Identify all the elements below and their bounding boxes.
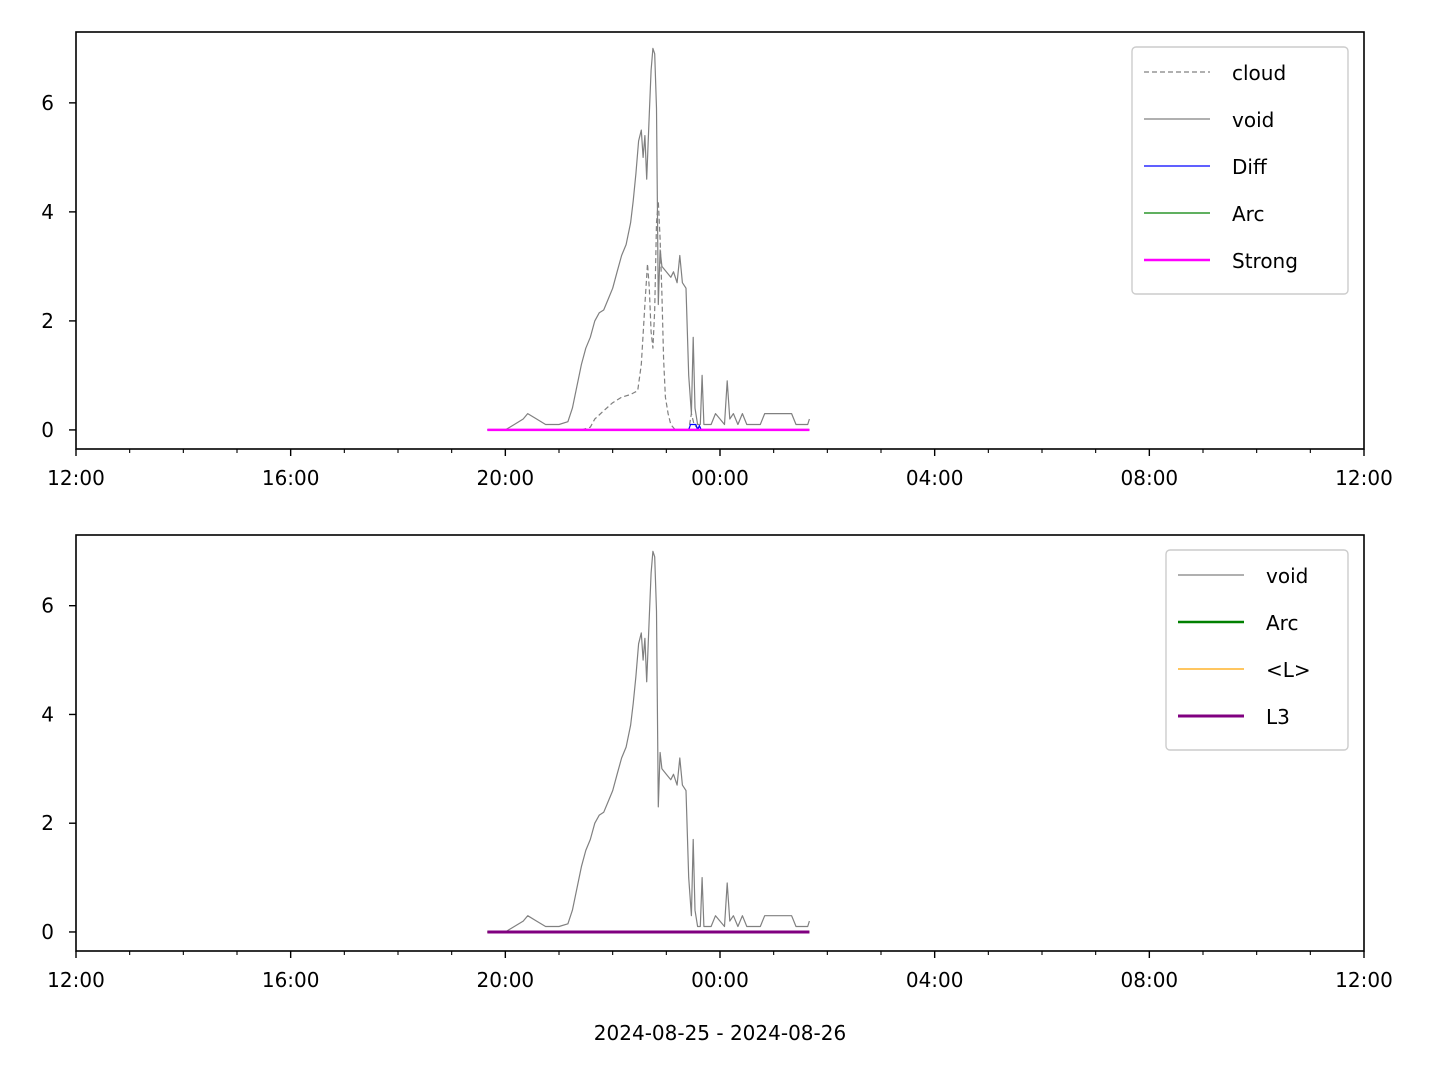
- top-panel: 0 2 4 6 12:00 16:00 20:00 00:00 04:00 08:00 12:00 c…: [41, 31, 1393, 490]
- y-tick-label: 6: [41, 594, 54, 618]
- legend-label: Arc: [1266, 611, 1298, 635]
- y-tick-label: 4: [41, 702, 54, 726]
- y-tick-label: 6: [41, 91, 54, 115]
- legend-box: [1131, 46, 1349, 295]
- x-tick-label: 20:00: [477, 968, 535, 992]
- bottom-panel: 0 2 4 6 12:00 16:00 20:00 00:00 04:00 08:00 12:00 v…: [41, 534, 1393, 992]
- x-tick-label: 08:00: [1121, 968, 1179, 992]
- legend-label: void: [1232, 108, 1274, 132]
- x-tick-label: 16:00: [262, 968, 320, 992]
- series-line-1: [487, 47, 810, 431]
- y-tick-label: 2: [41, 811, 54, 835]
- x-tick-label: 20:00: [477, 466, 535, 490]
- y-tick-label: 0: [41, 920, 54, 944]
- series-line-0: [487, 550, 810, 933]
- legend-label: <L>: [1266, 658, 1311, 682]
- x-tick-label: 12:00: [1335, 968, 1393, 992]
- legend: cloud void Diff Arc Strong: [1131, 46, 1349, 295]
- legend-label: L3: [1266, 705, 1290, 729]
- x-tick-label: 12:00: [47, 466, 105, 490]
- y-tick-label: 4: [41, 200, 54, 224]
- legend-label: cloud: [1232, 61, 1286, 85]
- y-tick-label: 0: [41, 418, 54, 442]
- legend-label: void: [1266, 564, 1308, 588]
- x-tick-label: 08:00: [1121, 466, 1179, 490]
- x-tick-label: 04:00: [906, 968, 964, 992]
- x-tick-label: 00:00: [691, 466, 749, 490]
- legend-box: [1165, 549, 1349, 751]
- legend-label: Arc: [1232, 202, 1264, 226]
- legend-label: Diff: [1232, 155, 1268, 179]
- legend-label: Strong: [1232, 249, 1298, 273]
- legend: void Arc <L> L3: [1165, 549, 1349, 751]
- x-tick-label: 12:00: [1335, 466, 1393, 490]
- x-tick-label: 04:00: [906, 466, 964, 490]
- y-tick-label: 2: [41, 309, 54, 333]
- x-tick-label: 12:00: [47, 968, 105, 992]
- x-axis-label: 2024-08-25 - 2024-08-26: [594, 1021, 846, 1045]
- x-tick-label: 16:00: [262, 466, 320, 490]
- x-tick-label: 00:00: [691, 968, 749, 992]
